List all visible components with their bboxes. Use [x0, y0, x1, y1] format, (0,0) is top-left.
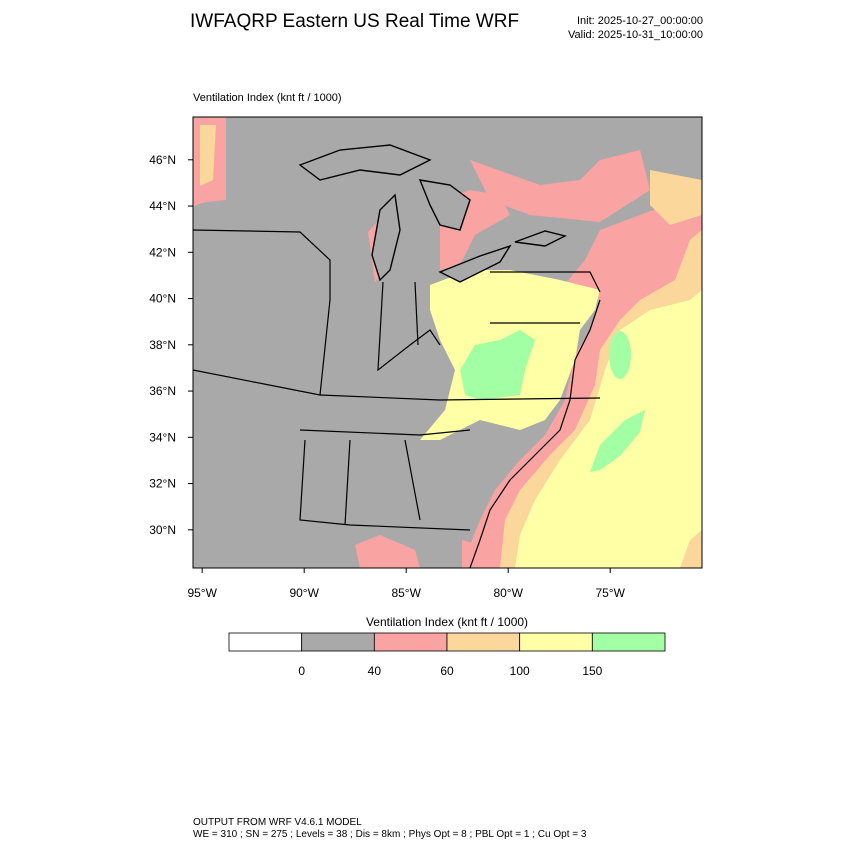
axis-ticks: 95°W 90°W 85°W 80°W 75°W 30°N 32°N 34°N 36°N 38°N… — [149, 153, 625, 600]
colorbar-box — [446, 632, 521, 652]
colorbar-label: 60 — [440, 664, 454, 678]
colorbar-title: Ventilation Index (knt ft / 1000) — [366, 615, 528, 629]
state-border — [414, 281, 419, 346]
lake — [438, 244, 512, 283]
field-region — [650, 170, 702, 225]
colorbar-box — [519, 632, 593, 652]
coastline — [469, 299, 601, 568]
state-border — [319, 394, 601, 401]
field-region — [460, 330, 535, 400]
colorbar-label: 0 — [298, 664, 305, 678]
field-region — [590, 410, 645, 472]
state-border — [299, 439, 471, 531]
y-tick-label: 34°N — [149, 430, 176, 444]
valid-time: Valid: 2025-10-31_10:00:00 — [568, 29, 703, 41]
y-tick-label: 38°N — [149, 338, 176, 352]
lake — [418, 179, 471, 231]
field-region — [470, 150, 650, 222]
field-region — [200, 125, 216, 186]
colorbar-box — [301, 632, 375, 652]
field-region — [462, 540, 480, 568]
plot-frame — [192, 116, 703, 569]
y-tick-label: 42°N — [149, 245, 176, 259]
footer-line: OUTPUT FROM WRF V4.6.1 MODEL — [193, 817, 362, 828]
state-border — [377, 281, 441, 372]
y-tick-label: 30°N — [149, 523, 176, 537]
map-field — [193, 117, 702, 568]
y-tick-label: 32°N — [149, 477, 176, 491]
state-border — [490, 271, 601, 293]
colorbar: 0 40 60 100 150 — [228, 632, 666, 678]
state-border — [299, 429, 471, 436]
plot-label: Ventilation Index (knt ft / 1000) — [193, 92, 342, 104]
state-border — [193, 229, 331, 396]
x-tick-label: 90°W — [289, 586, 319, 600]
footer-line: WE = 310 ; SN = 275 ; Levels = 38 ; Dis … — [193, 829, 587, 840]
y-tick-label: 36°N — [149, 384, 176, 398]
colorbar-box — [373, 632, 448, 652]
colorbar-label: 100 — [510, 664, 530, 678]
lake — [298, 144, 432, 181]
colorbar-box — [591, 632, 666, 652]
lake — [371, 193, 401, 282]
state-border — [404, 439, 421, 521]
y-tick-label: 44°N — [149, 199, 176, 213]
x-tick-label: 85°W — [391, 586, 421, 600]
x-tick-label: 75°W — [595, 586, 625, 600]
y-tick-label: 40°N — [149, 292, 176, 306]
x-tick-label: 95°W — [187, 586, 217, 600]
state-border — [344, 439, 351, 526]
title: IWFAQRP Eastern US Real Time WRF — [190, 11, 519, 32]
lake — [514, 230, 568, 247]
field-region — [355, 535, 420, 568]
field-region — [609, 331, 631, 379]
colorbar-label: 40 — [368, 664, 382, 678]
init-time: Init: 2025-10-27_00:00:00 — [577, 15, 703, 27]
field-region — [515, 290, 702, 568]
colorbar-box — [228, 632, 303, 652]
y-tick-label: 46°N — [149, 153, 176, 167]
x-tick-label: 80°W — [493, 586, 523, 600]
colorbar-label: 150 — [582, 664, 602, 678]
